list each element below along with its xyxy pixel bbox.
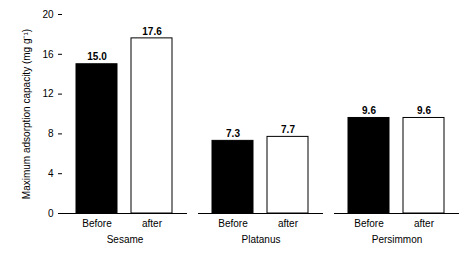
svg-text:Before: Before [82, 218, 112, 229]
svg-text:Persimmon: Persimmon [372, 234, 423, 245]
svg-text:7.7: 7.7 [281, 124, 295, 135]
svg-text:after: after [278, 218, 299, 229]
svg-text:after: after [414, 218, 435, 229]
svg-text:Maximum adsorption capacity (m: Maximum adsorption capacity (mg g⁻¹) [21, 29, 32, 199]
svg-text:8: 8 [48, 128, 54, 139]
svg-text:Sesame: Sesame [107, 234, 144, 245]
svg-text:16: 16 [42, 49, 54, 60]
svg-text:12: 12 [42, 88, 54, 99]
svg-text:9.6: 9.6 [417, 105, 431, 116]
svg-text:Before: Before [354, 218, 384, 229]
svg-text:9.6: 9.6 [362, 105, 376, 116]
svg-text:17.6: 17.6 [142, 26, 162, 37]
svg-text:0: 0 [48, 208, 54, 219]
svg-text:Platanus: Platanus [242, 234, 281, 245]
svg-text:after: after [142, 218, 163, 229]
svg-text:7.3: 7.3 [226, 128, 240, 139]
svg-text:4: 4 [48, 168, 54, 179]
svg-text:15.0: 15.0 [87, 51, 107, 62]
svg-text:Before: Before [218, 218, 248, 229]
svg-text:20: 20 [42, 9, 54, 20]
